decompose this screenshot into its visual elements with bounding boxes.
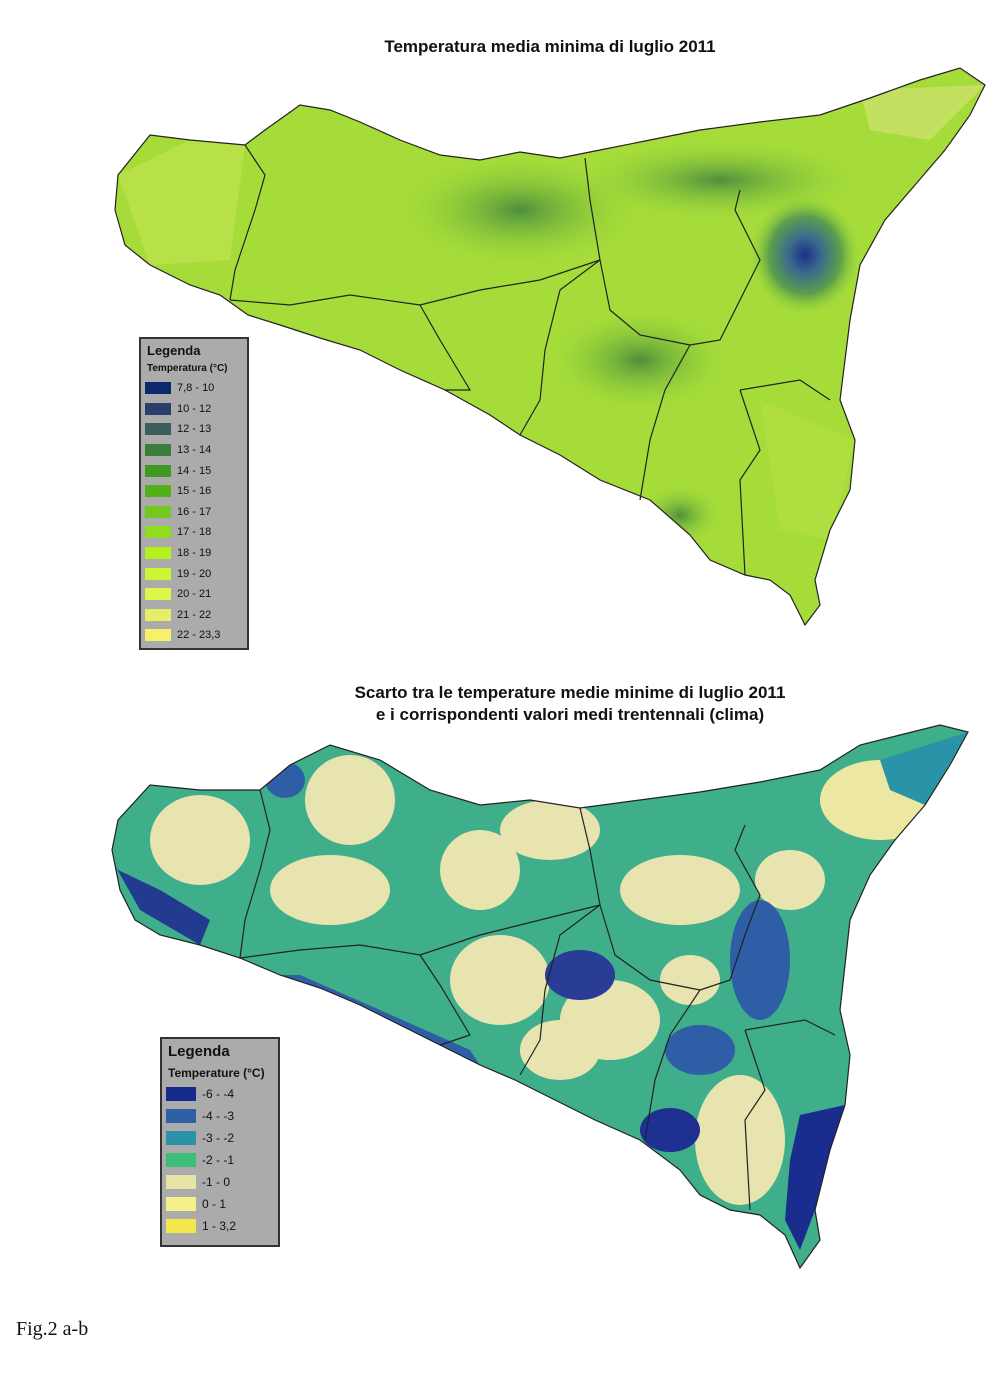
legend-swatch (145, 444, 171, 457)
legend-swatch (166, 1109, 196, 1123)
legend-class-label: 17 - 18 (177, 526, 212, 539)
legend-class-row: -3 - -2 (166, 1127, 274, 1149)
legend-title: Legenda (147, 343, 201, 358)
legend-class-row: 1 - 3,2 (166, 1215, 274, 1237)
legend-class-row: 14 - 15 (145, 460, 243, 481)
legend-class-label: -4 - -3 (202, 1109, 235, 1123)
legend-class-row: 12 - 13 (145, 419, 243, 440)
legend-swatch (145, 629, 171, 642)
map-a-legend: Legenda Temperatura (°C) 7,8 - 10 10 - 12… (139, 337, 249, 650)
legend-class-label: 10 - 12 (177, 402, 212, 415)
legend-class-row: 16 - 17 (145, 502, 243, 523)
legend-swatch (166, 1087, 196, 1101)
legend-class-label: 1 - 3,2 (202, 1219, 237, 1233)
legend-subtitle: Temperatura (°C) (147, 363, 228, 374)
legend-class-label: -3 - -2 (202, 1131, 235, 1145)
legend-class-row: 18 - 19 (145, 543, 243, 564)
legend-swatch (145, 547, 171, 560)
legend-class-row: 20 - 21 (145, 584, 243, 605)
legend-swatch (166, 1197, 196, 1211)
legend-swatch (145, 423, 171, 436)
legend-subtitle: Temperature (°C) (168, 1066, 265, 1080)
legend-class-row: 15 - 16 (145, 481, 243, 502)
map-a-title-text: Temperatura media minima di luglio 2011 (384, 37, 716, 56)
legend-swatch (166, 1153, 196, 1167)
province-borders-b (111, 724, 969, 1270)
legend-swatch (145, 505, 171, 518)
legend-class-label: 7,8 - 10 (177, 382, 215, 395)
legend-class-label: 14 - 15 (177, 464, 212, 477)
legend-swatch (145, 567, 171, 580)
map-b-title-line1: Scarto tra le temperature medie minime d… (354, 683, 786, 702)
legend-class-row: 22 - 23,3 (145, 625, 243, 646)
legend-class-row: 0 - 1 (166, 1193, 274, 1215)
province-borders-a (114, 67, 986, 627)
legend-class-row: -2 - -1 (166, 1149, 274, 1171)
legend-class-label: -1 - 0 (202, 1175, 231, 1189)
legend-class-row: 13 - 14 (145, 440, 243, 461)
legend-class-label: 20 - 21 (177, 588, 212, 601)
legend-class-row: 19 - 20 (145, 563, 243, 584)
legend-swatch (145, 464, 171, 477)
legend-class-label: 22 - 23,3 (177, 629, 221, 642)
legend-class-label: 16 - 17 (177, 505, 212, 518)
legend-class-label: 0 - 1 (202, 1197, 227, 1211)
figure-caption: Fig.2 a-b (16, 1318, 89, 1340)
legend-class-list: 7,8 - 10 10 - 12 12 - 13 13 - 14 14 - 15 15 -… (145, 378, 243, 646)
legend-class-label: -2 - -1 (202, 1153, 235, 1167)
legend-title: Legenda (168, 1043, 230, 1060)
legend-class-label: 12 - 13 (177, 423, 212, 436)
legend-class-list: -6 - -4 -4 - -3 -3 - -2 -2 - -1 -1 - 0 0 - 1 1… (166, 1083, 274, 1237)
legend-swatch (145, 588, 171, 601)
legend-class-row: 7,8 - 10 (145, 378, 243, 399)
legend-swatch (166, 1219, 196, 1233)
legend-class-label: 19 - 20 (177, 567, 212, 580)
map-a-sicily-min-temperature (114, 67, 986, 627)
legend-class-label: 18 - 19 (177, 547, 212, 560)
legend-swatch (166, 1175, 196, 1189)
map-b-title: Scarto tra le temperature medie minime d… (70, 682, 1000, 726)
legend-class-row: 21 - 22 (145, 605, 243, 626)
map-a-title: Temperatura media minima di luglio 2011 (50, 36, 1000, 58)
legend-class-row: -1 - 0 (166, 1171, 274, 1193)
legend-class-label: 21 - 22 (177, 608, 212, 621)
legend-class-label: 13 - 14 (177, 444, 212, 457)
map-b-sicily-anomaly (111, 724, 969, 1270)
map-b-legend: Legenda Temperature (°C) -6 - -4 -4 - -3-… (160, 1037, 280, 1247)
legend-class-label: -6 - -4 (202, 1087, 235, 1101)
legend-swatch (145, 402, 171, 415)
legend-class-label: 15 - 16 (177, 485, 212, 498)
legend-swatch (145, 382, 171, 395)
legend-swatch (166, 1131, 196, 1145)
map-b-title-line2: e i corrispondenti valori medi trentenna… (375, 705, 765, 724)
legend-class-row: 10 - 12 (145, 399, 243, 420)
legend-swatch (145, 485, 171, 498)
legend-class-row: -6 - -4 (166, 1083, 274, 1105)
legend-class-row: -4 - -3 (166, 1105, 274, 1127)
legend-class-row: 17 - 18 (145, 522, 243, 543)
legend-swatch (145, 608, 171, 621)
legend-swatch (145, 526, 171, 539)
